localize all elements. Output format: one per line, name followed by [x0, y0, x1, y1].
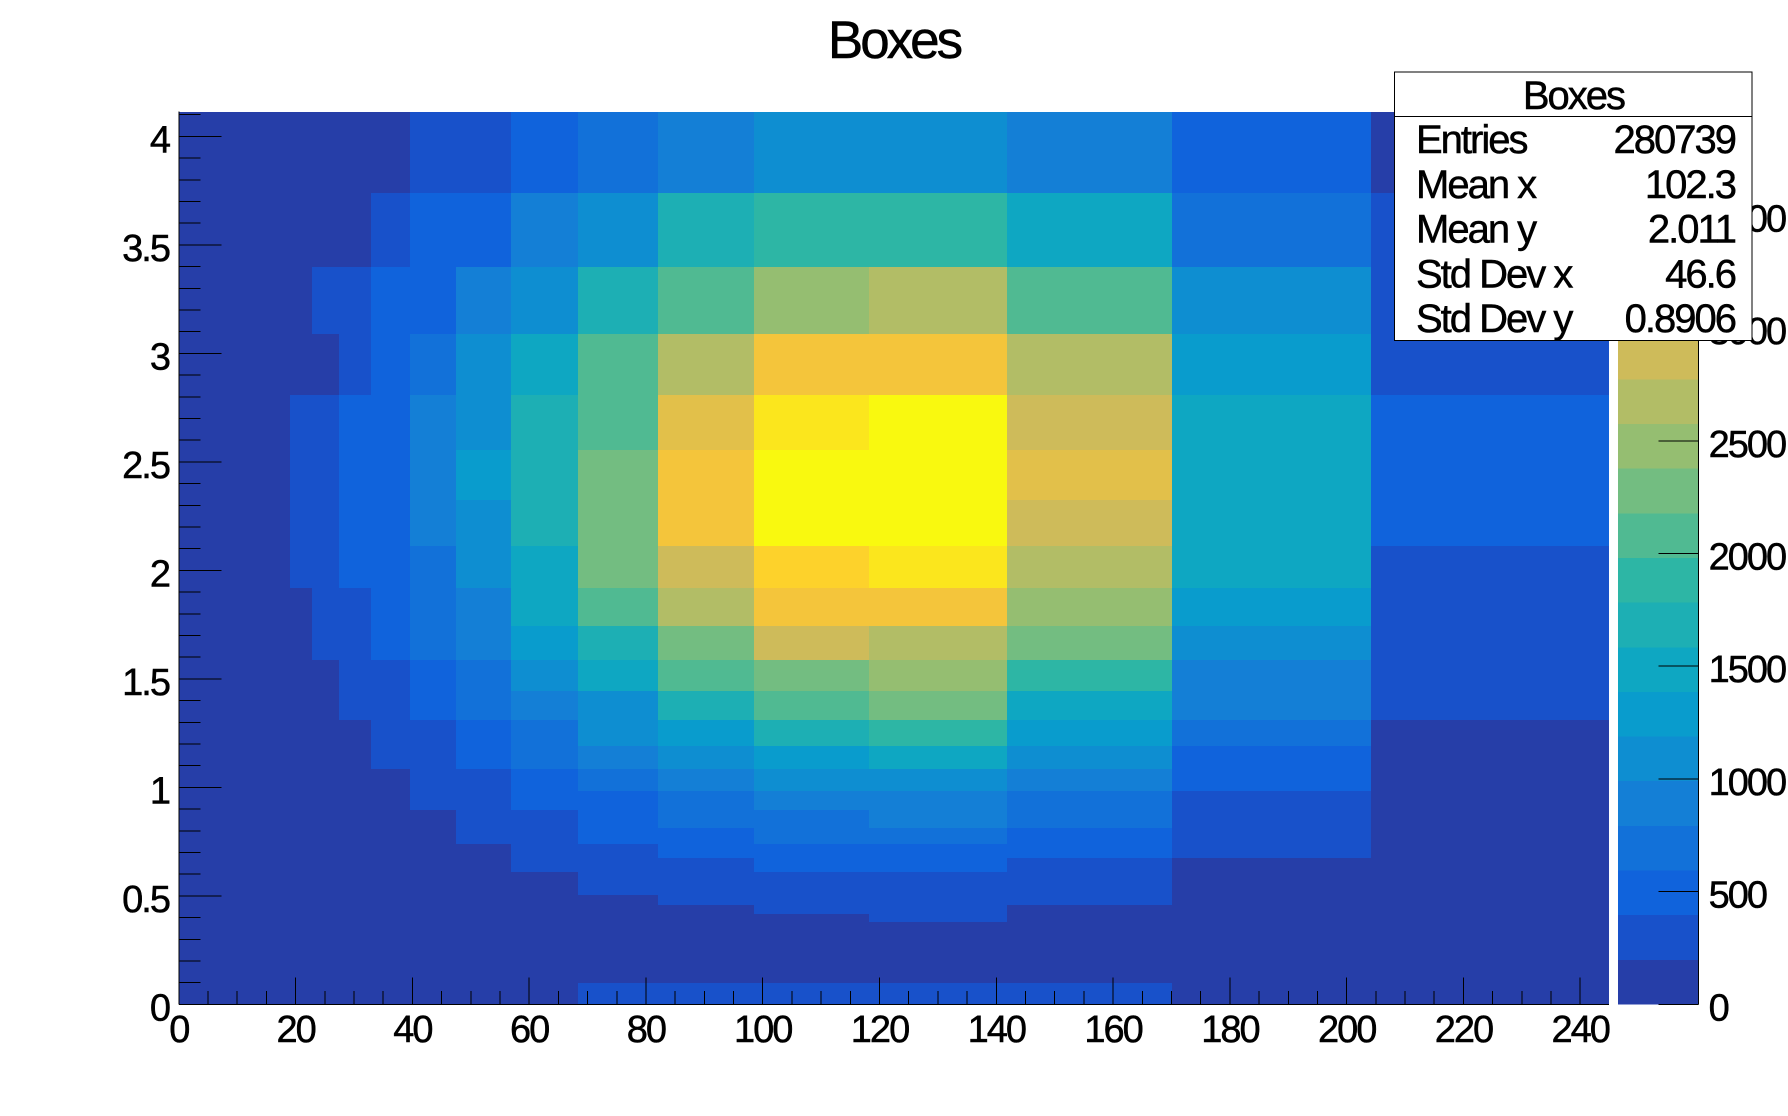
svg-text:0: 0	[1709, 987, 1729, 1029]
svg-text:240: 240	[1551, 1009, 1609, 1051]
svg-text:140: 140	[968, 1009, 1026, 1051]
svg-text:280739: 280739	[1614, 118, 1736, 162]
svg-text:3.5: 3.5	[122, 228, 170, 270]
svg-text:0.5: 0.5	[122, 879, 170, 921]
svg-text:Entries: Entries	[1416, 118, 1527, 162]
svg-text:1500: 1500	[1709, 649, 1786, 691]
svg-text:220: 220	[1435, 1009, 1493, 1051]
svg-text:500: 500	[1709, 875, 1767, 917]
svg-text:120: 120	[851, 1009, 909, 1051]
svg-text:Mean x: Mean x	[1416, 163, 1537, 207]
svg-text:0: 0	[150, 987, 170, 1029]
svg-text:4: 4	[150, 119, 171, 161]
svg-text:200: 200	[1318, 1009, 1376, 1051]
svg-text:46.6: 46.6	[1665, 252, 1736, 296]
svg-text:2000: 2000	[1709, 537, 1786, 579]
svg-text:2500: 2500	[1709, 424, 1786, 466]
svg-text:60: 60	[510, 1009, 549, 1051]
svg-text:2: 2	[150, 553, 170, 595]
svg-text:1: 1	[150, 770, 170, 812]
svg-text:0: 0	[169, 1009, 189, 1051]
svg-text:0.8906: 0.8906	[1625, 297, 1736, 341]
svg-text:2.5: 2.5	[122, 445, 170, 487]
svg-text:3: 3	[150, 336, 170, 378]
svg-text:1.5: 1.5	[122, 662, 170, 704]
svg-text:100: 100	[734, 1009, 792, 1051]
svg-text:40: 40	[393, 1009, 432, 1051]
svg-text:Std Dev y: Std Dev y	[1416, 297, 1573, 341]
svg-text:20: 20	[276, 1009, 315, 1051]
svg-text:Std Dev x: Std Dev x	[1416, 252, 1573, 296]
svg-text:1000: 1000	[1709, 762, 1786, 804]
svg-text:2.011: 2.011	[1648, 208, 1736, 252]
svg-text:102.3: 102.3	[1645, 163, 1736, 207]
svg-text:Boxes: Boxes	[828, 11, 962, 70]
svg-text:Boxes: Boxes	[1523, 74, 1625, 118]
svg-text:180: 180	[1201, 1009, 1259, 1051]
svg-text:160: 160	[1084, 1009, 1142, 1051]
svg-text:80: 80	[627, 1009, 666, 1051]
svg-text:Mean y: Mean y	[1416, 208, 1537, 252]
